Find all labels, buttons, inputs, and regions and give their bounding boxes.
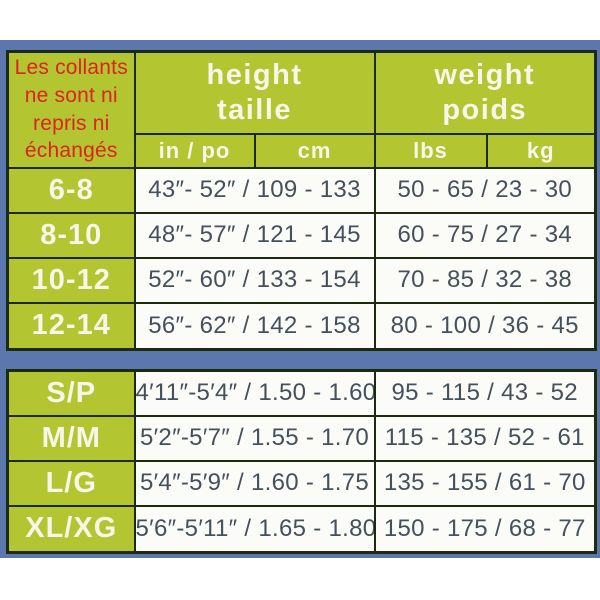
size-chart-letter: S/P 4′11″-5′4″ / 1.50 - 1.60 95 - 115 / … — [6, 369, 597, 554]
table-row: 6-8 43″- 52″ / 109 - 133 50 - 65 / 23 - … — [6, 166, 597, 214]
size-cell: 12-14 — [6, 301, 136, 351]
table-row: M/M 5′2″-5′7″ / 1.55 - 1.70 115 - 135 / … — [6, 414, 597, 462]
table-row: L/G 5′4″-5′9″ / 1.60 - 1.75 135 - 155 / … — [6, 459, 597, 507]
notice-line: échangés — [24, 139, 118, 163]
size-cell: 10-12 — [6, 256, 136, 304]
subheader-kg: kg — [485, 132, 597, 169]
height-header: height taille — [133, 50, 376, 135]
height-cell: 43″- 52″ / 109 - 133 — [133, 166, 376, 214]
table-row: 10-12 52″- 60″ / 133 - 154 70 - 85 / 32 … — [6, 256, 597, 304]
height-header-fr: taille — [216, 93, 293, 126]
height-cell: 52″- 60″ / 133 - 154 — [133, 256, 376, 304]
size-cell: 6-8 — [6, 166, 136, 214]
no-return-notice: Les collants ne sont ni repris ni échang… — [6, 50, 136, 169]
weight-header-fr: poids — [442, 93, 528, 126]
notice-line: repris ni — [33, 111, 110, 135]
notice-line: ne sont ni — [24, 84, 118, 108]
height-cell: 48″- 57″ / 121 - 145 — [133, 211, 376, 259]
weight-cell: 115 - 135 / 52 - 61 — [373, 414, 597, 462]
size-chart-numeric: Les collants ne sont ni repris ni échang… — [6, 50, 597, 351]
size-cell: L/G — [6, 459, 136, 507]
table-row: 12-14 56″- 62″ / 142 - 158 80 - 100 / 36… — [6, 301, 597, 351]
notice-line: Les collants — [14, 56, 128, 80]
weight-cell: 60 - 75 / 27 - 34 — [373, 211, 597, 259]
subheader-in-po: in / po — [133, 132, 256, 169]
size-cell: M/M — [6, 414, 136, 462]
weight-cell: 50 - 65 / 23 - 30 — [373, 166, 597, 214]
height-cell: 5′6″-5′11″ / 1.65 - 1.80 — [133, 504, 376, 554]
table-row: XL/XG 5′6″-5′11″ / 1.65 - 1.80 150 - 175… — [6, 504, 597, 554]
size-cell: 8-10 — [6, 211, 136, 259]
weight-cell: 80 - 100 / 36 - 45 — [373, 301, 597, 351]
weight-cell: 70 - 85 / 32 - 38 — [373, 256, 597, 304]
weight-header-en: weight — [434, 58, 536, 91]
size-cell: XL/XG — [6, 504, 136, 554]
height-cell: 5′2″-5′7″ / 1.55 - 1.70 — [133, 414, 376, 462]
height-cell: 4′11″-5′4″ / 1.50 - 1.60 — [133, 369, 376, 417]
table-row: 8-10 48″- 57″ / 121 - 145 60 - 75 / 27 -… — [6, 211, 597, 259]
table-row: S/P 4′11″-5′4″ / 1.50 - 1.60 95 - 115 / … — [6, 369, 597, 417]
subheader-cm: cm — [253, 132, 376, 169]
blue-backdrop: Les collants ne sont ni repris ni échang… — [0, 40, 600, 558]
weight-cell: 95 - 115 / 43 - 52 — [373, 369, 597, 417]
subheader-lbs: lbs — [373, 132, 488, 169]
height-cell: 56″- 62″ / 142 - 158 — [133, 301, 376, 351]
size-cell: S/P — [6, 369, 136, 417]
height-cell: 5′4″-5′9″ / 1.60 - 1.75 — [133, 459, 376, 507]
weight-cell: 135 - 155 / 61 - 70 — [373, 459, 597, 507]
weight-header: weight poids — [373, 50, 597, 135]
height-header-en: height — [206, 58, 303, 91]
weight-cell: 150 - 175 / 68 - 77 — [373, 504, 597, 554]
